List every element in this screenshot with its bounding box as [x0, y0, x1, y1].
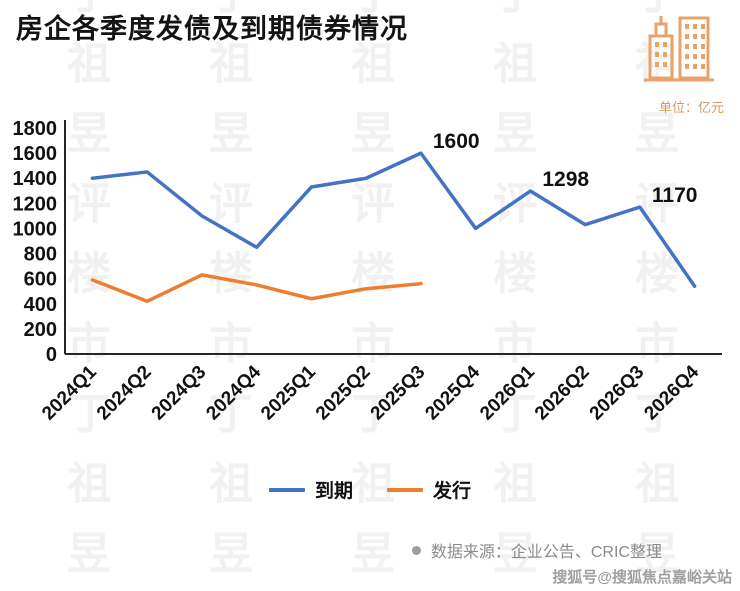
svg-text:2026Q1: 2026Q1 — [476, 361, 539, 424]
svg-text:600: 600 — [24, 269, 57, 291]
sohu-watermark: 搜狐号@搜狐焦点嘉峪关站 — [552, 569, 732, 586]
page-title: 房企各季度发债及到期债券情况 — [16, 14, 408, 44]
svg-text:1600: 1600 — [13, 143, 58, 165]
buildings-icon — [638, 6, 720, 88]
data-source-text: 数据来源：企业公告、CRIC整理 — [430, 544, 662, 561]
legend-label-maturity: 到期 — [314, 481, 353, 502]
line-chart: 0 200 400 600 800 1000 1200 1400 1600 1800 2024Q1 2… — [0, 112, 740, 466]
svg-text:2025Q3: 2025Q3 — [367, 362, 430, 425]
svg-text:2025Q2: 2025Q2 — [312, 362, 375, 425]
svg-text:2024Q1: 2024Q1 — [38, 361, 101, 424]
svg-text:1298: 1298 — [542, 168, 589, 191]
svg-text:0: 0 — [46, 344, 57, 366]
header: 房企各季度发债及到期债券情况 — [16, 12, 630, 47]
svg-text:2024Q2: 2024Q2 — [93, 362, 156, 425]
svg-text:1800: 1800 — [13, 118, 58, 140]
svg-text:2024Q4: 2024Q4 — [202, 361, 265, 424]
svg-text:1600: 1600 — [433, 130, 480, 153]
legend-item-maturity: 到期 — [268, 476, 353, 503]
svg-text:1170: 1170 — [652, 184, 698, 207]
unit-label: 单位：亿元 — [658, 100, 724, 115]
svg-text:1000: 1000 — [13, 218, 58, 240]
svg-text:2026Q2: 2026Q2 — [531, 362, 594, 425]
legend-label-issuance: 发行 — [433, 481, 472, 502]
issuance-line-swatch — [387, 487, 423, 492]
svg-text:400: 400 — [24, 294, 57, 316]
legend-item-issuance: 发行 — [387, 476, 471, 503]
maturity-line-swatch — [268, 487, 305, 492]
svg-text:1200: 1200 — [13, 193, 58, 215]
svg-text:1400: 1400 — [13, 168, 58, 190]
svg-text:2025Q4: 2025Q4 — [421, 361, 484, 424]
svg-text:2026Q3: 2026Q3 — [586, 362, 649, 425]
data-source: 数据来源：企业公告、CRIC整理 — [411, 538, 662, 562]
svg-text:800: 800 — [24, 244, 57, 266]
svg-text:2026Q4: 2026Q4 — [640, 361, 703, 424]
svg-text:2025Q1: 2025Q1 — [257, 361, 320, 424]
svg-text:2024Q3: 2024Q3 — [148, 362, 211, 425]
chart-legend: 到期 发行 — [0, 476, 740, 503]
svg-text:200: 200 — [24, 319, 57, 341]
bullet-icon — [411, 545, 421, 555]
